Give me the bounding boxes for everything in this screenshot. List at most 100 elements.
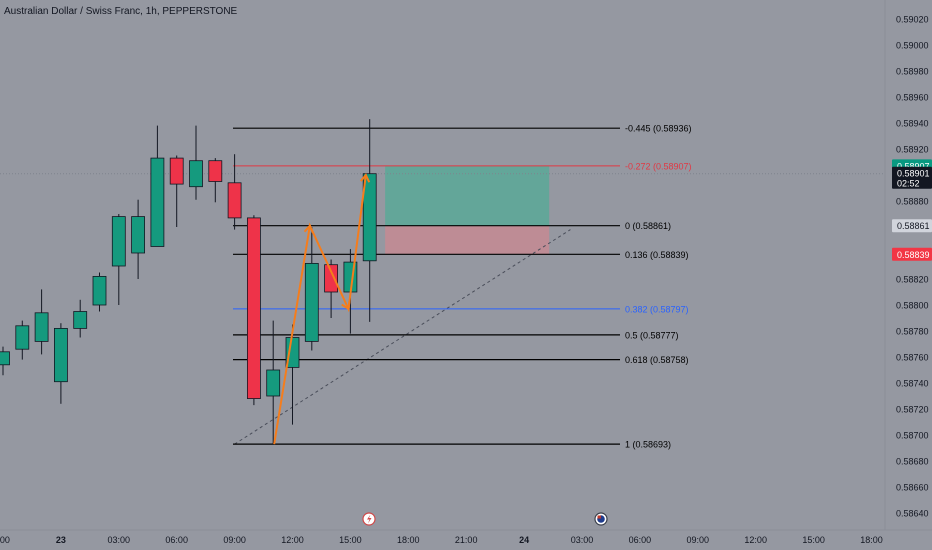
price-tick-label: 0.58660 xyxy=(896,483,929,493)
time-tick-label: 06:00 xyxy=(165,535,188,545)
candle-body xyxy=(246,217,261,399)
candle xyxy=(34,289,49,355)
time-tick-label: 09:00 xyxy=(223,535,246,545)
candle xyxy=(131,199,146,279)
price-tick-label: 0.58980 xyxy=(896,67,929,77)
time-tick-label: 0:00 xyxy=(0,535,10,545)
flag-detail xyxy=(597,515,601,519)
fibonacci-retracement[interactable]: -0.445 (0.58936) -0.272 (0.58907) 0 (0.588… xyxy=(0,124,885,450)
orange-path[interactable] xyxy=(273,174,367,445)
target-zone[interactable] xyxy=(385,165,550,226)
price-tag-label: 0.58901 xyxy=(897,169,930,179)
time-tick-label: 24 xyxy=(519,535,529,545)
candle xyxy=(169,155,184,227)
price-tick-label: 0.58920 xyxy=(896,145,929,155)
time-tick-label: 12:00 xyxy=(744,535,767,545)
candle xyxy=(92,272,107,312)
candle xyxy=(362,119,377,322)
candle-body xyxy=(150,157,165,247)
candle xyxy=(189,125,203,200)
arrow-head xyxy=(359,173,371,183)
arrow-head xyxy=(341,300,351,311)
candle-body xyxy=(208,160,223,182)
time-tick-label: 03:00 xyxy=(571,535,594,545)
time-tick-label: 09:00 xyxy=(687,535,710,545)
price-tag-label: 0.58861 xyxy=(897,221,930,231)
price-tick-label: 0.58880 xyxy=(896,197,929,207)
candle-body xyxy=(54,327,68,383)
candlestick-series xyxy=(0,119,377,445)
price-tag-bg xyxy=(892,166,932,189)
price-tick-label: 0.58720 xyxy=(896,405,929,415)
arrow-head xyxy=(303,223,314,234)
candle-body xyxy=(324,264,339,293)
time-tick-label: 06:00 xyxy=(629,535,652,545)
price-tick-label: 0.58780 xyxy=(896,327,929,337)
time-tick-label: 12:00 xyxy=(281,535,304,545)
fib-level-label: 0.5 (0.58777) xyxy=(625,330,679,340)
price-tag-bg xyxy=(892,247,932,261)
candle xyxy=(266,320,281,445)
price-tick-label: 0.58680 xyxy=(896,457,929,467)
candle xyxy=(304,227,319,351)
candle xyxy=(246,215,261,406)
time-tick-label: 21:00 xyxy=(455,535,478,545)
fib-level-label: 0.136 (0.58839) xyxy=(625,250,689,260)
price-tick-label: 0.58700 xyxy=(896,431,929,441)
countdown-label: 02:52 xyxy=(897,179,920,189)
candle-body xyxy=(34,312,49,342)
symbol-title: Australian Dollar / Swiss Franc, 1h, PEP… xyxy=(4,6,238,17)
price-tick-label: 0.59000 xyxy=(896,41,929,51)
candle-body xyxy=(0,351,10,366)
time-tick-label: 15:00 xyxy=(802,535,825,545)
candle xyxy=(15,320,30,360)
candle-body xyxy=(169,157,184,185)
candle xyxy=(208,158,223,203)
candle xyxy=(0,346,10,376)
price-tick-label: 0.58760 xyxy=(896,353,929,363)
price-path-arrow[interactable] xyxy=(273,173,371,445)
trend-lines[interactable] xyxy=(234,229,571,445)
candle-body xyxy=(73,311,88,329)
flag-event-icon[interactable] xyxy=(594,512,608,526)
economic-event-icon[interactable] xyxy=(362,512,376,526)
fib-level-label: 0.382 (0.58797) xyxy=(625,304,689,314)
fib-level-label: 0.618 (0.58758) xyxy=(625,355,689,365)
price-tag: 0.58861 xyxy=(892,219,932,233)
candle-body xyxy=(227,182,242,219)
price-tick-label: 0.58940 xyxy=(896,119,929,129)
candle-body xyxy=(15,325,30,350)
candle xyxy=(150,125,165,247)
candle-body xyxy=(111,216,126,267)
position-zones[interactable] xyxy=(385,165,550,255)
dashed-trendline[interactable] xyxy=(234,229,571,445)
candle xyxy=(111,214,126,305)
price-tag-bg xyxy=(892,219,932,233)
price-tag: 0.58839 xyxy=(892,247,932,261)
time-tick-label: 18:00 xyxy=(860,535,883,545)
event-markers[interactable] xyxy=(362,512,608,526)
price-tick-label: 0.58820 xyxy=(896,275,929,285)
price-tick-label: 0.58800 xyxy=(896,301,929,311)
time-tick-label: 03:00 xyxy=(108,535,131,545)
fib-level-label: -0.272 (0.58907) xyxy=(625,161,692,171)
time-tick-label: 15:00 xyxy=(339,535,362,545)
stop-zone[interactable] xyxy=(385,225,550,255)
price-tick-label: 0.58740 xyxy=(896,379,929,389)
price-tick-label: 0.58960 xyxy=(896,93,929,103)
candle-body xyxy=(362,173,377,262)
candle-body xyxy=(131,216,146,254)
fib-level-label: -0.445 (0.58936) xyxy=(625,124,692,134)
candle-body xyxy=(92,275,107,306)
fib-level-label: 0 (0.58861) xyxy=(625,221,671,231)
time-tick-label: 23 xyxy=(56,535,66,545)
candle-body xyxy=(189,160,203,188)
lightning-icon xyxy=(367,514,372,524)
candle-body xyxy=(266,369,281,397)
candle xyxy=(73,299,88,338)
time-axis[interactable]: 0:00 23 03:00 06:00 09:00 12:00 15:00 18:00 21:0… xyxy=(0,529,932,545)
price-tick-label: 0.58640 xyxy=(896,509,929,519)
